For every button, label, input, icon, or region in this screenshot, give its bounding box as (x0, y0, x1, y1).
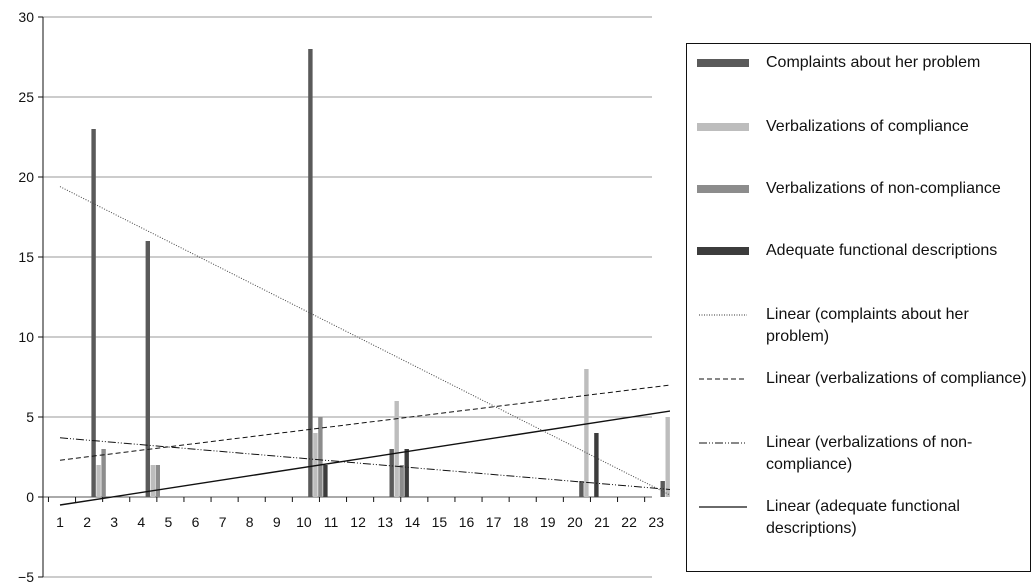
bar-verbalizations-of-non-compliance-4 (155, 465, 160, 497)
trendline-linear-verbalizations-of-compliance (59, 384, 670, 461)
legend-label-linear-complaints: Linear (complaints about her problem) (766, 306, 969, 345)
x-tick-label-19: 19 (540, 514, 556, 530)
x-tick-label-15: 15 (432, 514, 448, 530)
x-tick-label-7: 7 (219, 514, 227, 530)
x-tick-label-21: 21 (594, 514, 610, 530)
bar-complaints-about-her-problem-10 (308, 49, 313, 497)
bar-verbalizations-of-non-compliance-2 (101, 449, 106, 497)
legend-item-linear-functional: Linear (adequate functional descriptions… (687, 496, 1030, 540)
bar-adequate-functional-descriptions-20 (594, 433, 599, 497)
bar-complaints-about-her-problem-2 (91, 129, 96, 497)
legend-label-complaints: Complaints about her problem (766, 54, 981, 71)
bar-verbalizations-of-non-compliance-10 (318, 417, 323, 497)
x-tick-label-17: 17 (486, 514, 502, 530)
legend-swatch-linear-complaints (699, 314, 747, 316)
legend-label-linear-compliance: Linear (verbalizations of compliance) (766, 370, 1027, 387)
x-tick-label-16: 16 (459, 514, 475, 530)
x-tick-label-4: 4 (137, 514, 145, 530)
legend-swatch-linear-functional (699, 506, 747, 508)
bar-complaints-about-her-problem-13 (389, 449, 394, 497)
y-tick-label: −5 (18, 569, 34, 585)
x-tick-label-22: 22 (621, 514, 637, 530)
x-tick-label-6: 6 (192, 514, 200, 530)
x-tick-label-1: 1 (56, 514, 64, 530)
legend-item-complaints: Complaints about her problem (687, 52, 1030, 74)
legend-swatch-complaints (697, 59, 749, 67)
x-tick-label-12: 12 (350, 514, 366, 530)
legend-item-linear-non-compliance: Linear (verbalizations of non-compliance… (687, 432, 1030, 476)
y-axis-ticks: 30 25 20 15 10 5 0 −5 (18, 9, 43, 585)
x-tick-label-14: 14 (405, 514, 421, 530)
legend: Complaints about her problem Verbalizati… (686, 43, 1031, 572)
bar-complaints-about-her-problem-23 (660, 481, 665, 497)
bar-verbalizations-of-compliance-20 (584, 369, 589, 497)
x-tick-label-10: 10 (296, 514, 312, 530)
y-tick-label: 20 (18, 169, 34, 185)
bar-verbalizations-of-compliance-13 (394, 401, 399, 497)
legend-label-non-compliance: Verbalizations of non-compliance (766, 180, 1001, 197)
bar-adequate-functional-descriptions-13 (404, 449, 409, 497)
x-tick-label-23: 23 (648, 514, 664, 530)
y-tick-label: 15 (18, 249, 34, 265)
legend-label-linear-non-compliance: Linear (verbalizations of non-compliance… (766, 434, 973, 473)
y-tick-label: 0 (26, 489, 34, 505)
x-tick-label-11: 11 (324, 514, 339, 530)
x-tick-label-2: 2 (83, 514, 91, 530)
trendlines (59, 186, 670, 506)
x-tick-label-20: 20 (567, 514, 583, 530)
legend-label-functional: Adequate functional descriptions (766, 242, 998, 259)
legend-item-non-compliance: Verbalizations of non-compliance (687, 178, 1030, 222)
trendline-linear-adequate-functional-descriptions (59, 410, 670, 506)
legend-item-compliance: Verbalizations of compliance (687, 116, 1030, 138)
x-tick-label-9: 9 (273, 514, 281, 530)
legend-swatch-functional (697, 247, 749, 255)
legend-label-linear-functional: Linear (adequate functional descriptions… (766, 498, 960, 537)
gridlines (43, 16, 652, 578)
bar-verbalizations-of-compliance-4 (150, 465, 155, 497)
bar-verbalizations-of-non-compliance-13 (399, 465, 404, 497)
legend-item-linear-compliance: Linear (verbalizations of compliance) (687, 368, 1030, 412)
legend-swatch-compliance (697, 123, 749, 131)
bar-verbalizations-of-compliance-23 (665, 417, 670, 497)
legend-label-compliance: Verbalizations of compliance (766, 118, 969, 135)
x-tick-label-5: 5 (165, 514, 173, 530)
y-tick-label: 5 (26, 409, 34, 425)
bar-complaints-about-her-problem-20 (579, 481, 584, 497)
legend-swatch-linear-non-compliance (699, 442, 747, 444)
y-tick-label: 25 (18, 89, 34, 105)
bar-complaints-about-her-problem-4 (145, 241, 150, 497)
bars (91, 49, 670, 497)
x-tick-label-8: 8 (246, 514, 254, 530)
y-tick-label: 30 (18, 9, 34, 25)
y-tick-label: 10 (18, 329, 34, 345)
legend-swatch-linear-compliance (699, 378, 747, 380)
bar-adequate-functional-descriptions-10 (323, 465, 328, 497)
x-tick-label-13: 13 (377, 514, 393, 530)
trendline-linear-complaints-about-her-problem (59, 186, 670, 496)
legend-item-linear-complaints: Linear (complaints about her problem) (687, 304, 1030, 348)
legend-swatch-non-compliance (697, 185, 749, 193)
x-axis-ticks: 123456789101112131415161718192021222324 (47, 497, 664, 530)
x-tick-label-3: 3 (110, 514, 118, 530)
x-tick-label-18: 18 (513, 514, 529, 530)
legend-item-functional: Adequate functional descriptions (687, 240, 1030, 284)
bar-verbalizations-of-compliance-2 (96, 465, 101, 497)
